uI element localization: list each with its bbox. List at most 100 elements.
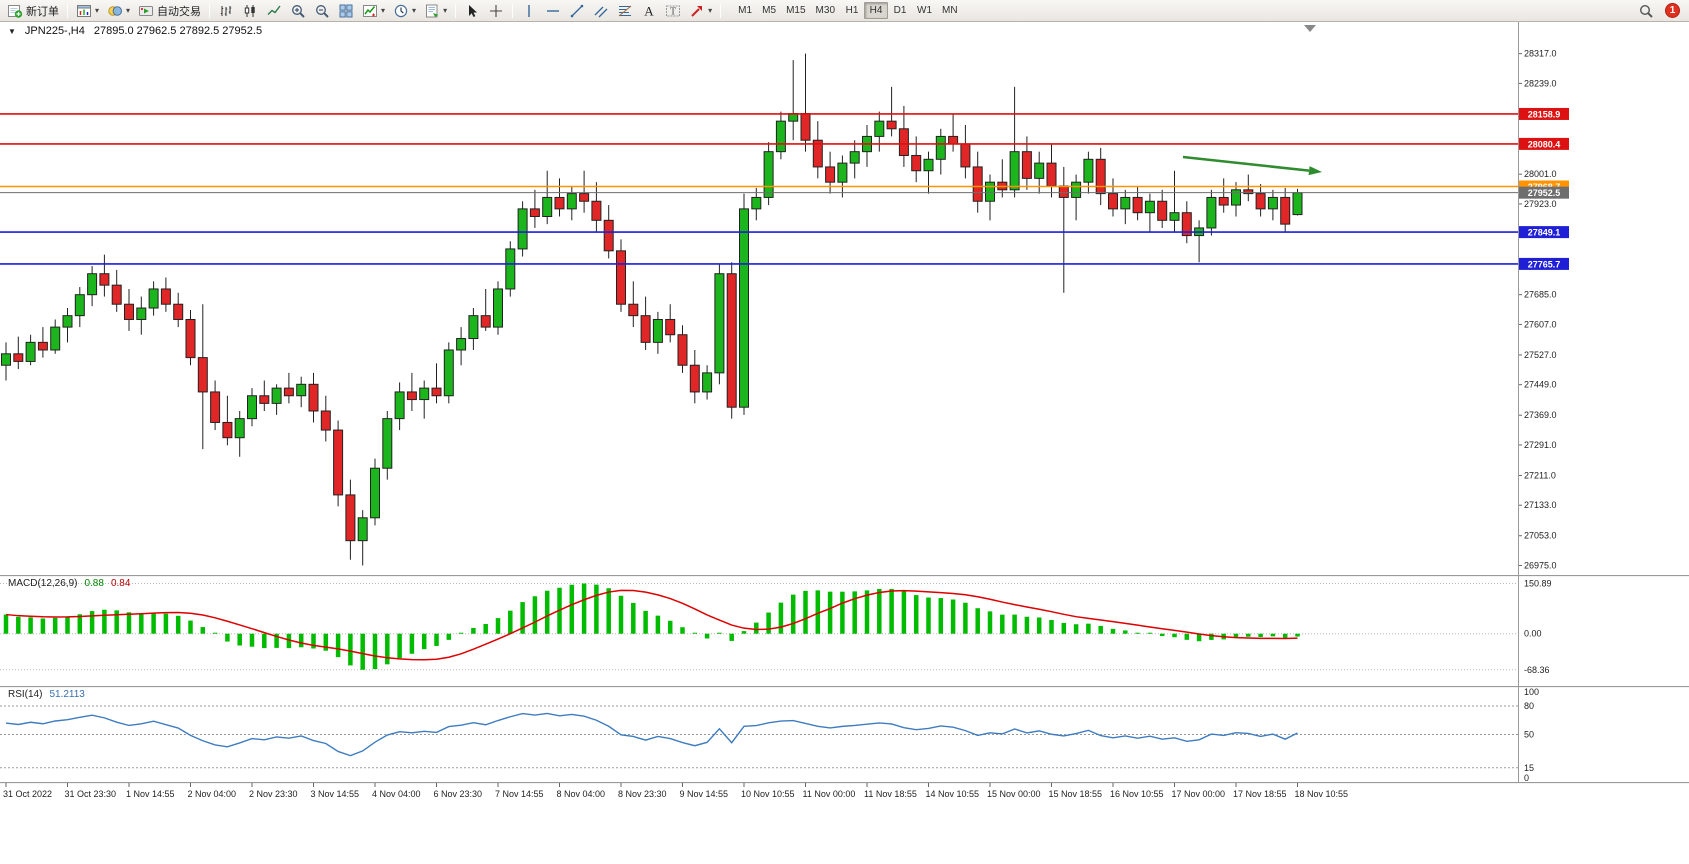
candle [763,142,774,206]
candle [689,349,700,404]
fibonacci-button[interactable] [613,1,637,20]
arrows-button[interactable]: ▾ [685,1,716,20]
time-axis[interactable] [0,783,1689,803]
trend-arrow-annotation[interactable] [1182,155,1310,172]
price-tick-label: 28317.0 [1524,49,1557,59]
price-tag [1519,226,1569,239]
candle [714,264,725,385]
profiles-button[interactable]: ▾ [103,1,134,20]
bars-icon [218,3,234,19]
candle [480,288,491,331]
candle [1267,189,1278,221]
price-tag-label: 27849.1 [1528,228,1561,238]
candle [1231,182,1241,217]
toolbar-separator [720,3,722,18]
text-label-button[interactable]: T [661,1,685,20]
candle [148,281,159,316]
time-axis-label: 9 Nov 14:55 [680,789,729,799]
time-axis-label: 1 Nov 14:55 [126,789,175,799]
svg-text:T: T [670,6,676,17]
new-chart-button[interactable]: ▾ [72,1,103,20]
new-order-button[interactable]: 新订单 [3,1,63,20]
candle [493,281,503,335]
bar-chart-button[interactable] [214,1,238,20]
tf-W1[interactable]: W1 [917,5,932,16]
dropdown-caret-icon: ▾ [381,5,386,15]
rsi-scale-label: 50 [1524,730,1534,740]
candle [1169,170,1180,232]
candle [898,105,909,167]
tf-H4[interactable]: H4 [864,2,888,19]
candlestick-chart-button[interactable] [238,1,262,20]
price-tick-label: 28239.0 [1524,78,1557,88]
cursor-button[interactable] [460,1,484,20]
price-tag [1519,107,1569,120]
indicators-button[interactable]: ▾ [358,1,389,20]
auto-trading-button[interactable]: 自动交易 [134,1,205,20]
macd-scale-label: 0.00 [1524,629,1542,639]
hline-icon [545,3,561,19]
tf-M30[interactable]: M30 [815,5,835,16]
tf-D1[interactable]: D1 [893,5,907,16]
equidistant-channel-button[interactable] [589,1,613,20]
price-tick-label: 27133.0 [1524,500,1557,510]
candle [456,327,467,366]
candle [468,308,479,350]
toolbar-separator [455,3,457,18]
candle [308,372,319,423]
notification-badge[interactable]: 1 [1665,3,1680,18]
line-chart-button[interactable] [262,1,286,20]
line-icon [266,3,282,19]
rsi-scale-label: 100 [1524,687,1539,697]
new-order-label: 新订单 [26,5,59,18]
candle [13,336,24,370]
text-button[interactable]: A [637,1,661,20]
candle [1144,193,1155,232]
price-axis[interactable] [1518,22,1689,783]
zoom-out-button[interactable] [310,1,334,20]
candle [160,277,171,312]
tf-M1[interactable]: M1 [738,5,753,16]
price-tick-label: 27923.0 [1524,199,1557,209]
auto-trading-label: 自动交易 [157,5,202,18]
toolbar-separator [67,3,68,18]
horizontal-line-button[interactable] [541,1,565,20]
search-button[interactable] [1634,1,1658,20]
candles-layer [1,53,1303,566]
macd-indicator-label: MACD(12,26,9) 0.88 0.84 [8,578,130,589]
chart-menu-icon[interactable]: ▼ [8,26,16,36]
candle [1132,185,1143,221]
tf-H1[interactable]: H1 [845,5,859,16]
price-tick-label: 26975.0 [1524,560,1557,570]
candle [296,376,307,408]
trendline-button[interactable] [565,1,589,20]
vertical-line-button[interactable] [517,1,541,20]
candle [259,380,270,412]
tile-windows-button[interactable] [334,1,358,20]
candle [333,420,344,507]
crosshair-button[interactable] [484,1,508,20]
cursor-icon [464,3,480,19]
rsi-name: RSI(14) [8,689,43,700]
rsi-indicator-label: RSI(14) 51.2113 [8,689,85,700]
chart-shift-marker[interactable] [1304,25,1316,32]
candle [124,288,134,331]
channel-icon [593,3,609,19]
tf-M5[interactable]: M5 [762,5,777,16]
svg-text:A: A [644,3,654,18]
time-axis-label: 10 Nov 10:55 [741,789,795,799]
periods-button[interactable]: ▾ [389,1,420,20]
candle [320,395,331,442]
candle [87,266,98,307]
crosshair-icon [488,3,504,19]
price-tag-label: 28158.9 [1528,109,1561,119]
tf-M15[interactable]: M15 [786,5,806,16]
price-tick-label: 27685.0 [1524,290,1557,300]
candle [370,458,380,526]
price-tag-label: 27952.5 [1528,188,1561,198]
zoom-in-button[interactable] [286,1,310,20]
tf-MN[interactable]: MN [942,5,958,16]
time-axis-label: 15 Nov 00:00 [987,789,1041,799]
candle [812,121,823,179]
templates-button[interactable]: ▾ [420,1,451,20]
